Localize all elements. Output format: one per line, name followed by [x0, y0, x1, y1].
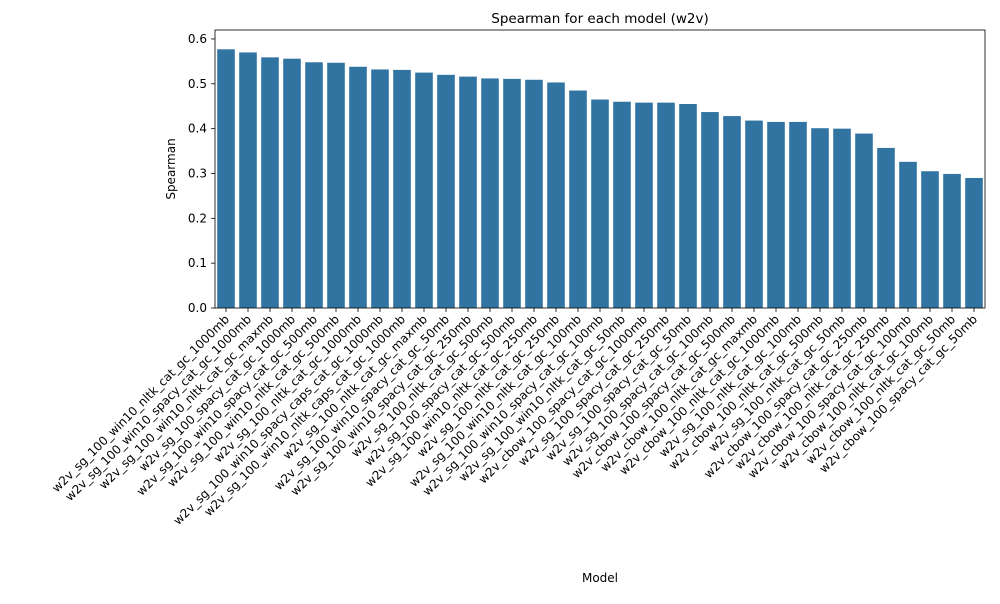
bar	[921, 171, 939, 308]
bar	[415, 72, 433, 308]
bar	[723, 116, 741, 308]
bar	[591, 99, 609, 308]
bar	[305, 62, 323, 308]
bar	[899, 161, 917, 308]
bar	[239, 52, 257, 308]
bar	[635, 102, 653, 309]
bar	[547, 82, 565, 308]
bar	[745, 120, 763, 309]
bar	[811, 128, 829, 308]
bar	[569, 90, 587, 308]
bar	[217, 49, 235, 309]
bar	[349, 66, 367, 309]
bar	[525, 79, 543, 308]
bar	[657, 102, 675, 309]
bar	[283, 58, 301, 308]
bar	[767, 121, 785, 308]
x-axis-label: Model	[582, 571, 618, 585]
bar	[701, 112, 719, 308]
y-tick-label: 0.1	[188, 256, 207, 270]
y-tick-label: 0.3	[188, 166, 207, 180]
bar	[679, 103, 697, 308]
bar	[437, 74, 455, 308]
y-tick-label: 0.4	[188, 122, 207, 136]
y-axis-label: Spearman	[164, 138, 178, 199]
y-tick-label: 0.2	[188, 211, 207, 225]
bar	[613, 101, 631, 308]
bar	[503, 78, 521, 308]
bar	[481, 78, 499, 308]
bar	[943, 173, 961, 308]
chart-title: Spearman for each model (w2v)	[491, 11, 708, 27]
bar	[261, 57, 279, 309]
bar	[877, 147, 895, 308]
plot-frame	[214, 29, 986, 309]
y-tick-label: 0.6	[188, 32, 207, 46]
bar	[459, 76, 477, 308]
y-tick-label: 0.0	[188, 301, 207, 315]
y-tick-label: 0.5	[188, 77, 207, 91]
bar	[789, 121, 807, 308]
bar	[371, 69, 389, 308]
bar	[393, 69, 411, 308]
bar	[855, 133, 873, 308]
bar	[833, 128, 851, 308]
bar	[327, 62, 345, 309]
bar	[965, 177, 983, 308]
